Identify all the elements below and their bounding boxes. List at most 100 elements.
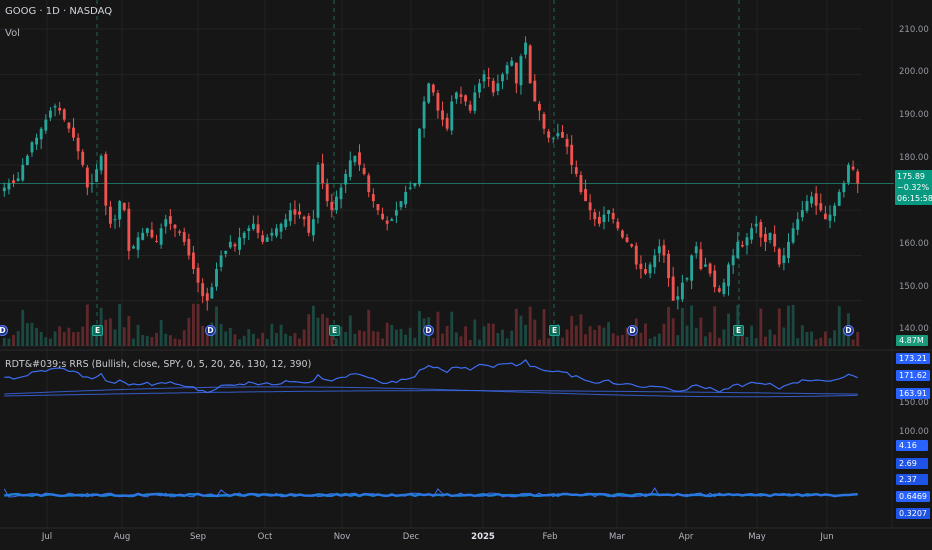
candle-body	[491, 80, 495, 93]
dividend-event-icon[interactable]: D	[0, 325, 8, 336]
volume-bar	[242, 335, 246, 346]
indicator-badge: 171.62	[896, 370, 930, 381]
volume-bar	[524, 324, 527, 346]
candle-body	[67, 122, 71, 129]
candle-body	[311, 219, 315, 236]
price-axis-tick: 200.00	[899, 67, 929, 77]
earnings-event-icon[interactable]: E	[733, 325, 744, 336]
price-axis-tick: 140.00	[899, 324, 929, 334]
dividend-event-icon[interactable]: D	[205, 325, 216, 336]
volume-legend[interactable]: Vol	[5, 28, 20, 39]
candle-body	[745, 237, 749, 246]
candle-body	[136, 237, 140, 250]
candle-body	[657, 246, 661, 254]
volume-bar	[293, 333, 297, 346]
volume-bar	[851, 339, 855, 346]
candle-body	[385, 220, 389, 224]
dividend-event-icon[interactable]: D	[843, 325, 854, 336]
volume-bar	[787, 305, 790, 346]
indicator-axis-tick: 100.00	[899, 427, 929, 437]
volume-bar	[436, 311, 440, 346]
candle-body	[192, 252, 195, 270]
volume-bar	[298, 338, 301, 346]
dividend-event-icon[interactable]: D	[423, 325, 434, 336]
indicator-badge: 173.21	[896, 353, 930, 364]
volume-bar	[408, 327, 412, 346]
volume-bar	[353, 333, 357, 346]
candle-body	[611, 212, 615, 220]
candle-body	[616, 221, 620, 229]
candle-body	[321, 163, 325, 183]
candle-body	[473, 92, 477, 111]
candle-body	[201, 283, 205, 297]
candle-body	[270, 232, 274, 236]
candle-body	[607, 210, 611, 215]
candle-body	[316, 164, 320, 218]
candle-body	[159, 228, 163, 245]
candle-body	[238, 237, 241, 250]
volume-bar	[399, 328, 403, 346]
volume-bar	[528, 306, 532, 346]
volume-bar	[773, 334, 777, 346]
indicator-badge: 0.3207	[896, 508, 930, 519]
volume-bar	[95, 334, 98, 346]
volume-bar	[265, 338, 269, 346]
candle-body	[418, 128, 421, 185]
candle-body	[224, 250, 228, 254]
volume-bar	[561, 337, 564, 346]
volume-bar	[25, 323, 29, 346]
candle-body	[108, 206, 112, 224]
candle-body	[30, 142, 34, 153]
candle-body	[12, 180, 15, 183]
volume-bar	[750, 325, 754, 346]
volume-bar	[478, 339, 481, 346]
candle-body	[275, 228, 278, 236]
volume-bar	[302, 329, 306, 346]
volume-bar	[371, 331, 375, 346]
candle-body	[750, 228, 754, 240]
volume-bar	[16, 331, 20, 346]
candle-body	[768, 232, 772, 241]
indicator-badge: 4.16	[896, 440, 928, 451]
volume-bar	[76, 331, 80, 346]
volume-bar	[205, 328, 209, 346]
indicator-legend[interactable]: RDT&#039;s RRS (Bullish, close, SPY, 0, …	[5, 359, 312, 370]
volume-bar	[178, 339, 182, 346]
candle-body	[228, 241, 232, 248]
candle-body	[85, 167, 89, 188]
volume-bar	[141, 334, 145, 346]
dividend-event-icon[interactable]: D	[627, 325, 638, 336]
volume-bar	[630, 338, 634, 346]
volume-bar	[593, 329, 597, 346]
volume-bar	[676, 335, 680, 346]
volume-bar	[108, 318, 112, 346]
volume-bar	[53, 331, 57, 346]
candle-body	[219, 255, 223, 267]
candle-body	[574, 167, 578, 174]
candle-body	[459, 94, 463, 97]
candle-body	[810, 196, 813, 204]
volume-bar	[662, 323, 666, 346]
volume-bar	[810, 331, 813, 346]
earnings-event-icon[interactable]: E	[549, 325, 560, 336]
earnings-event-icon[interactable]: E	[92, 325, 103, 336]
earnings-event-icon[interactable]: E	[329, 325, 340, 336]
symbol-legend[interactable]: GOOG · 1D · NASDAQ	[5, 6, 113, 17]
candle-body	[501, 74, 504, 82]
candle-body	[182, 232, 186, 242]
volume-bar	[616, 335, 620, 346]
candle-body	[464, 95, 468, 102]
time-axis-tick: 2025	[471, 532, 495, 542]
candle-body	[122, 202, 126, 211]
volume-bar	[275, 332, 278, 346]
volume-bar	[224, 331, 228, 346]
candle-body	[634, 245, 638, 265]
volume-bar	[330, 330, 334, 346]
volume-bar	[187, 317, 191, 346]
volume-bar	[833, 330, 837, 346]
volume-bar	[588, 326, 592, 346]
volume-bar	[579, 314, 583, 346]
candle-body	[427, 83, 431, 103]
candle-body	[454, 92, 458, 99]
